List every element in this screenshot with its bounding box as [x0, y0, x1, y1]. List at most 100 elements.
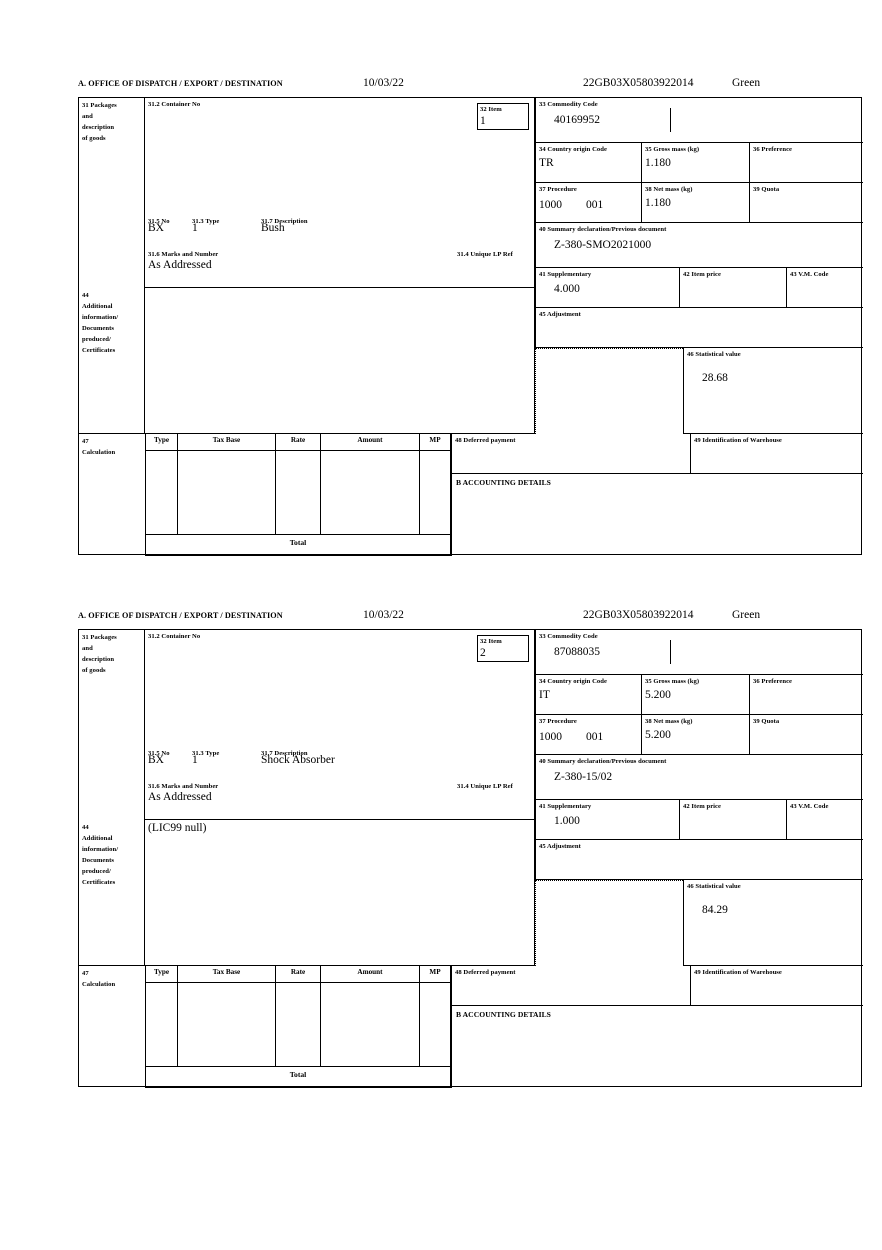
box-31-2-container-cell[interactable]: 31.2 Container No 31.5 No 31.3 Type 31.7… [145, 630, 535, 820]
box-46-dotted-left-border [535, 348, 536, 434]
calc-col-mp-header: MP [420, 966, 451, 983]
box-43-label: 43 V.M. Code [790, 271, 829, 278]
form-header: A. OFFICE OF DISPATCH / EXPORT / DESTINA… [78, 77, 862, 97]
box-45-adjustment-cell[interactable]: 45 Adjustment [535, 840, 863, 880]
calc-total-row: Total [145, 535, 451, 556]
box-34-country-origin-cell[interactable]: 34 Country origin Code IT [535, 675, 642, 715]
box-34-country-origin-cell[interactable]: 34 Country origin Code TR [535, 143, 642, 183]
box-40-value: Z-380-15/02 [554, 770, 613, 783]
box-33-label: 33 Commodity Code [539, 101, 598, 108]
declaration-date: 10/03/22 [363, 77, 404, 89]
box-31-4-label: 31.4 Unique LP Ref [457, 783, 513, 790]
box-35-label: 35 Gross mass (kg) [645, 678, 700, 685]
box-48-label: 48 Deferred payment [455, 437, 516, 444]
calc-header-tax-base: Tax Base [212, 436, 241, 444]
box-33-commodity-code-cell[interactable]: 33 Commodity Code 87088035 [535, 630, 863, 675]
form-header: A. OFFICE OF DISPATCH / EXPORT / DESTINA… [78, 609, 862, 629]
box-43-vm-code-cell[interactable]: 43 V.M. Code [787, 268, 863, 308]
box-32-value: 2 [480, 646, 486, 659]
box-44-label: 44 Additional information/ Documents pro… [82, 824, 119, 886]
calc-cell-amount[interactable] [321, 983, 420, 1067]
box-37-value-2: 001 [586, 730, 604, 743]
box-48-deferred-payment-cell[interactable]: 48 Deferred payment [451, 434, 691, 474]
box-38-label: 38 Net mass (kg) [645, 718, 693, 725]
box-46-value: 84.29 [702, 903, 728, 916]
box-31-6-label: 31.6 Marks and Number [148, 783, 219, 790]
box-38-value: 1.180 [645, 196, 671, 209]
box-32-item-cell[interactable]: 32 Item 2 [477, 635, 529, 662]
calc-cell-taxbase[interactable] [178, 451, 276, 535]
calc-cell-taxbase[interactable] [178, 983, 276, 1067]
box-35-gross-mass-cell[interactable]: 35 Gross mass (kg) 5.200 [642, 675, 750, 715]
box-38-net-mass-cell[interactable]: 38 Net mass (kg) 5.200 [642, 715, 750, 755]
box-41-supplementary-cell[interactable]: 41 Supplementary 1.000 [535, 800, 680, 840]
box-33-label: 33 Commodity Code [539, 633, 598, 640]
box-48-deferred-payment-cell[interactable]: 48 Deferred payment [451, 966, 691, 1006]
box-35-gross-mass-cell[interactable]: 35 Gross mass (kg) 1.180 [642, 143, 750, 183]
box-48-value [452, 978, 690, 980]
box-36-value [750, 155, 863, 157]
sad-form-item-2: A. OFFICE OF DISPATCH / EXPORT / DESTINA… [78, 609, 863, 1088]
calc-cell-mp[interactable] [420, 451, 451, 535]
office-of-dispatch-label: A. OFFICE OF DISPATCH / EXPORT / DESTINA… [78, 79, 283, 88]
box-36-preference-cell[interactable]: 36 Preference [750, 675, 863, 715]
box-48-value [452, 446, 690, 448]
box-46-statistical-value-cell[interactable]: 46 Statistical value 28.68 [683, 348, 863, 434]
box-33-divider [670, 640, 671, 664]
box-41-value: 1.000 [554, 814, 580, 827]
calc-cell-type[interactable] [145, 451, 178, 535]
box-33-commodity-code-cell[interactable]: 33 Commodity Code 40169952 [535, 98, 863, 143]
declaration-reference: 22GB03X05803922014 [583, 77, 694, 89]
box-31-2-value [145, 642, 534, 644]
box-43-vm-code-cell[interactable]: 43 V.M. Code [787, 800, 863, 840]
box-39-quota-cell[interactable]: 39 Quota [750, 715, 863, 755]
box-41-value: 4.000 [554, 282, 580, 295]
box-42-item-price-cell[interactable]: 42 Item price [680, 268, 787, 308]
box-38-label: 38 Net mass (kg) [645, 186, 693, 193]
calc-header-amount: Amount [357, 436, 383, 444]
box-40-previous-document-cell[interactable]: 40 Summary declaration/Previous document… [535, 223, 863, 268]
calc-cell-type[interactable] [145, 983, 178, 1067]
calc-header-type: Type [153, 436, 170, 444]
box-36-preference-cell[interactable]: 36 Preference [750, 143, 863, 183]
box-34-label: 34 Country origin Code [539, 678, 607, 685]
box-31-label: 31 Packages and description of goods [82, 102, 117, 142]
calc-cell-rate[interactable] [276, 451, 321, 535]
box-42-item-price-cell[interactable]: 42 Item price [680, 800, 787, 840]
box-37-procedure-cell[interactable]: 37 Procedure 1000 001 [535, 715, 642, 755]
box-39-quota-cell[interactable]: 39 Quota [750, 183, 863, 223]
office-of-dispatch-label: A. OFFICE OF DISPATCH / EXPORT / DESTINA… [78, 611, 283, 620]
box-46-statistical-value-cell[interactable]: 46 Statistical value 84.29 [683, 880, 863, 966]
box-37-procedure-cell[interactable]: 37 Procedure 1000 001 [535, 183, 642, 223]
calc-cell-rate[interactable] [276, 983, 321, 1067]
calc-total-row: Total [145, 1067, 451, 1088]
box-39-value [750, 727, 863, 729]
calc-cell-mp[interactable] [420, 983, 451, 1067]
box-35-value: 1.180 [645, 156, 671, 169]
box-b-accounting-details-cell[interactable]: B ACCOUNTING DETAILS [451, 474, 863, 556]
calc-total-label: Total [289, 1070, 307, 1079]
box-44-content-cell[interactable]: (LIC99 null) [145, 820, 535, 966]
calc-col-taxbase-header: Tax Base [178, 434, 276, 451]
box-49-warehouse-cell[interactable]: 49 Identification of Warehouse [691, 434, 863, 474]
box-47-label-cell: 47 Calculation [79, 434, 145, 556]
box-34-value: TR [539, 156, 554, 169]
box-44-content-cell[interactable] [145, 288, 535, 434]
box-46-label: 46 Statistical value [687, 883, 741, 890]
box-49-warehouse-cell[interactable]: 49 Identification of Warehouse [691, 966, 863, 1006]
box-47-label: 47 Calculation [82, 970, 116, 988]
box-46-value: 28.68 [702, 371, 728, 384]
box-38-net-mass-cell[interactable]: 38 Net mass (kg) 1.180 [642, 183, 750, 223]
box-41-supplementary-cell[interactable]: 41 Supplementary 4.000 [535, 268, 680, 308]
box-45-label: 45 Adjustment [539, 843, 581, 850]
box-31-5-value: BX [148, 754, 164, 766]
box-31-2-container-cell[interactable]: 31.2 Container No 31.5 No 31.3 Type 31.7… [145, 98, 535, 288]
calc-cell-amount[interactable] [321, 451, 420, 535]
box-45-adjustment-cell[interactable]: 45 Adjustment [535, 308, 863, 348]
box-b-accounting-details-cell[interactable]: B ACCOUNTING DETAILS [451, 1006, 863, 1088]
box-43-value [787, 812, 863, 814]
box-32-item-cell[interactable]: 32 Item 1 [477, 103, 529, 130]
calc-header-amount: Amount [357, 968, 383, 976]
box-40-previous-document-cell[interactable]: 40 Summary declaration/Previous document… [535, 755, 863, 800]
form-grid: 31 Packages and description of goods 31.… [78, 97, 863, 556]
